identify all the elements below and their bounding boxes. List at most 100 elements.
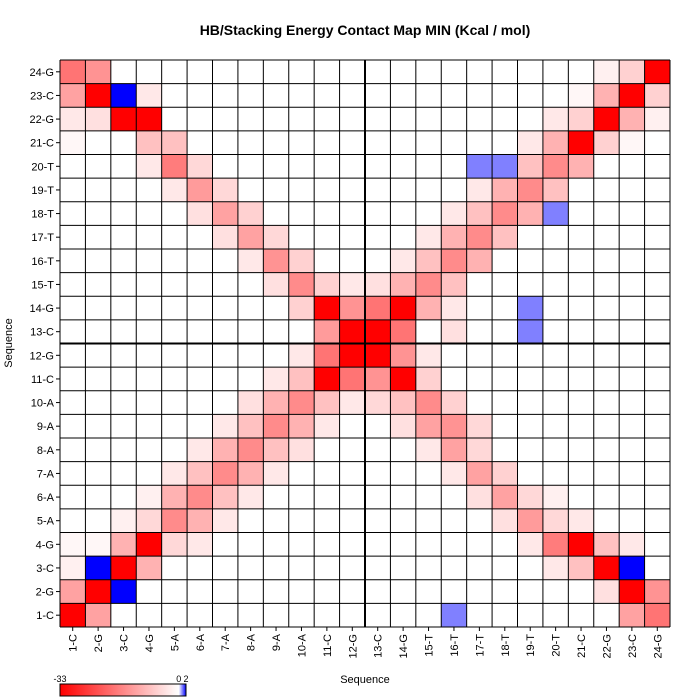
x-tick-label: 5-A — [169, 633, 181, 651]
heatmap-cell — [517, 178, 543, 202]
heatmap-cell — [542, 508, 569, 533]
heatmap-cell — [492, 154, 518, 179]
x-tick-label: 11-C — [322, 634, 334, 657]
y-tick-label: 22-G — [30, 114, 54, 126]
y-tick-label: 12-G — [30, 350, 54, 362]
y-tick-label: 21-C — [30, 138, 54, 150]
heatmap-dividers — [60, 60, 670, 627]
heatmap-cell — [466, 414, 493, 438]
heatmap-cell — [288, 414, 315, 438]
x-tick-label: 4-G — [144, 634, 156, 652]
x-tick-label: 17-T — [474, 634, 486, 657]
heatmap-cell — [568, 508, 594, 533]
heatmap-cell — [415, 296, 442, 320]
x-tick-label: 10-A — [296, 633, 308, 657]
heatmap-cell — [492, 485, 518, 509]
heatmap-cell — [466, 225, 493, 249]
heatmap-cell — [288, 438, 315, 462]
y-tick-label: 17-T — [31, 232, 54, 244]
heatmap-cell — [110, 556, 137, 580]
heatmap-cell — [237, 438, 264, 462]
heatmap-cell — [136, 556, 162, 580]
x-tick-label: 22-G — [601, 634, 613, 658]
heatmap-cell — [212, 225, 238, 249]
heatmap-cell — [619, 60, 645, 84]
heatmap-cell — [644, 107, 670, 131]
heatmap-cell — [542, 532, 569, 557]
heatmap-cell — [492, 201, 518, 226]
heatmap-cell — [415, 272, 442, 297]
heatmap-cell — [187, 154, 213, 179]
heatmap-cell — [568, 130, 594, 155]
heatmap-cell — [542, 556, 569, 580]
heatmap-cell — [415, 367, 442, 391]
x-tick-label: 3-C — [119, 634, 131, 652]
heatmap-cell — [288, 367, 315, 391]
x-tick-label: 6-A — [195, 633, 207, 651]
heatmap-cell — [390, 390, 416, 415]
heatmap-cell — [619, 603, 645, 627]
heatmap-cell — [136, 130, 162, 155]
heatmap-cell — [441, 438, 467, 462]
heatmap-cell — [187, 485, 213, 509]
heatmap-cell — [517, 508, 543, 533]
x-tick-label: 21-C — [576, 634, 588, 658]
heatmap-cell — [212, 201, 238, 226]
heatmap-cell — [415, 343, 442, 368]
x-tick-label: 8-A — [246, 633, 258, 651]
heatmap-cell — [517, 154, 543, 179]
x-tick-label: 13-C — [373, 634, 385, 658]
heatmap-cell — [365, 367, 391, 391]
heatmap-cell — [466, 438, 493, 462]
x-tick-label: 18-T — [500, 634, 512, 657]
heatmap-cell — [415, 249, 442, 273]
heatmap-cell — [542, 201, 569, 226]
heatmap-cell — [390, 319, 416, 344]
heatmap-cell — [263, 225, 289, 249]
heatmap-cell — [365, 343, 391, 368]
heatmap-cell — [85, 556, 111, 580]
heatmap-cell — [212, 438, 238, 462]
heatmap-cell — [593, 532, 620, 557]
heatmap-cell — [314, 296, 340, 320]
y-tick-label: 4-G — [36, 539, 54, 551]
y-tick-label: 15-T — [31, 279, 54, 291]
y-tick-label: 10-A — [31, 398, 55, 410]
heatmap-cell — [466, 201, 493, 226]
heatmap-cell — [644, 60, 670, 84]
heatmap-cell — [161, 130, 188, 155]
heatmap-cell — [212, 485, 238, 509]
heatmap-cell — [60, 579, 86, 604]
y-tick-label: 19-T — [31, 185, 54, 197]
heatmap-cell — [415, 225, 442, 249]
x-tick-label: 15-T — [424, 634, 436, 657]
heatmap-cell — [390, 296, 416, 320]
heatmap-cell — [263, 461, 289, 486]
y-tick-labels: 1-C 2-G 3-C 4-G 5-A 6-A 7-A 8-A 9-A 10-A 11-C 12-G 1… — [30, 67, 60, 622]
heatmap-cell — [85, 532, 111, 557]
heatmap-cell — [161, 461, 188, 486]
y-tick-label: 7-A — [37, 468, 55, 480]
heatmap-cell — [365, 319, 391, 344]
y-tick-label: 1-C — [36, 610, 54, 622]
heatmap-cell — [85, 107, 111, 131]
heatmap-cell — [212, 461, 238, 486]
heatmap-cell — [441, 414, 467, 438]
heatmap-cell — [110, 107, 137, 131]
x-axis-label: Sequence — [340, 674, 390, 686]
x-tick-label: 16-T — [449, 634, 461, 657]
heatmap-cell — [593, 60, 620, 84]
heatmap-cell — [568, 83, 594, 108]
heatmap-cell — [466, 461, 493, 486]
y-tick-label: 23-C — [30, 90, 54, 102]
y-tick-label: 2-G — [36, 587, 54, 599]
heatmap-cell — [85, 603, 111, 627]
heatmap-cell — [542, 178, 569, 202]
heatmap-cell — [365, 272, 391, 297]
x-tick-label: 23-C — [627, 634, 639, 658]
heatmap-cell — [390, 367, 416, 391]
heatmap-cell — [517, 319, 543, 344]
heatmap-cell — [568, 154, 594, 179]
heatmap-cell — [288, 272, 315, 297]
